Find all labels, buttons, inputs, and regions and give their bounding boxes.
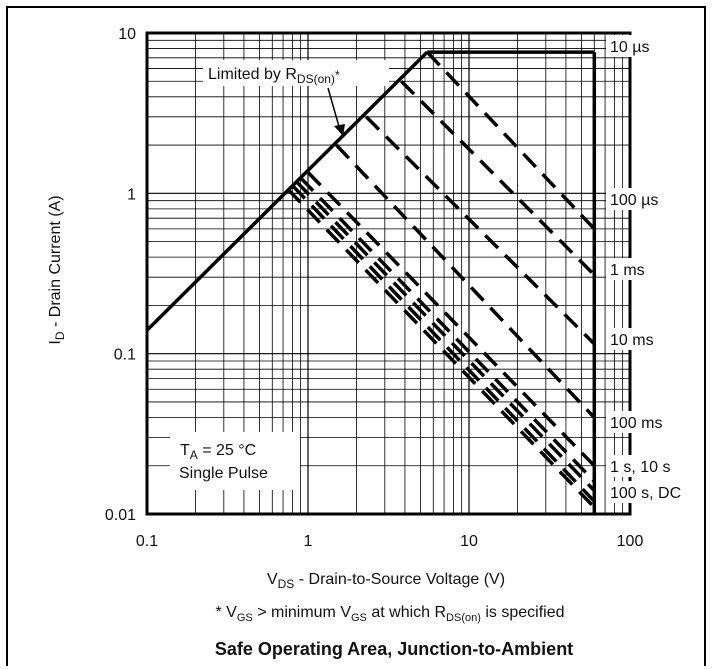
y-tick-label: 1 xyxy=(127,186,136,203)
series-label-bg xyxy=(606,188,666,210)
series-label: 100 ms xyxy=(610,415,662,432)
right-series-labels: 10 µs 100 µs 1 ms 10 ms 100 ms 1 s, 10 s 100 s… xyxy=(606,35,693,503)
y-tick-label: 0.01 xyxy=(105,507,136,524)
rds-annotation-arrowhead xyxy=(334,124,345,136)
x-tick-label: 100 xyxy=(617,533,644,550)
series-label-bg xyxy=(606,35,657,57)
series-label: 1 s, 10 s xyxy=(610,459,670,476)
series-line-10-ms xyxy=(335,143,596,419)
pulse-condition: Single Pulse xyxy=(179,465,268,482)
rds-annotation-bg xyxy=(203,60,389,86)
y-tick-label: 0.1 xyxy=(114,347,136,364)
ta-condition: TA = 25 °C xyxy=(180,442,256,462)
series-line-100-s xyxy=(291,184,596,503)
series-line-10-s xyxy=(425,50,596,231)
x-tick-label: 10 xyxy=(460,533,478,550)
series-line-limited-by-rds-on- xyxy=(145,50,429,332)
conditions-bg xyxy=(170,432,300,490)
series-line-1-ms xyxy=(364,115,596,346)
series-label: 100 µs xyxy=(610,192,658,209)
series-label-bg xyxy=(606,258,648,280)
series-line-dc xyxy=(286,188,596,509)
series-label: 100 s, DC xyxy=(610,485,681,502)
x-axis-label: VDS - Drain-to-Source Voltage (V) xyxy=(267,571,505,591)
series-label: 10 µs xyxy=(610,39,649,56)
series-label: 1 ms xyxy=(610,262,645,279)
series-line-10-s xyxy=(295,180,596,492)
x-tick-label: 0.1 xyxy=(136,533,158,550)
x-tick-label: 1 xyxy=(304,533,313,550)
series-line-100-s xyxy=(400,80,596,277)
footnote: * VGS > minimum VGS at which RDS(on) is … xyxy=(216,604,565,624)
rds-annotation: Limited by RDS(on)* xyxy=(208,66,340,86)
chart-title: Safe Operating Area, Junction-to-Ambient xyxy=(215,639,573,659)
y-tick-label: 10 xyxy=(118,26,136,43)
series-line-100-ms xyxy=(306,171,596,467)
rds-annotation-leader xyxy=(327,87,341,131)
series-label-bg xyxy=(606,455,693,477)
series-label-bg xyxy=(606,411,666,433)
series-label-bg xyxy=(606,328,657,350)
series-line-1-s xyxy=(299,176,596,483)
series-label-bg xyxy=(606,481,693,503)
chart-frame xyxy=(6,6,706,666)
series-group xyxy=(145,50,597,514)
y-axis-label: ID - Drain Current (A) xyxy=(47,195,67,344)
series-label: 10 ms xyxy=(610,332,654,349)
